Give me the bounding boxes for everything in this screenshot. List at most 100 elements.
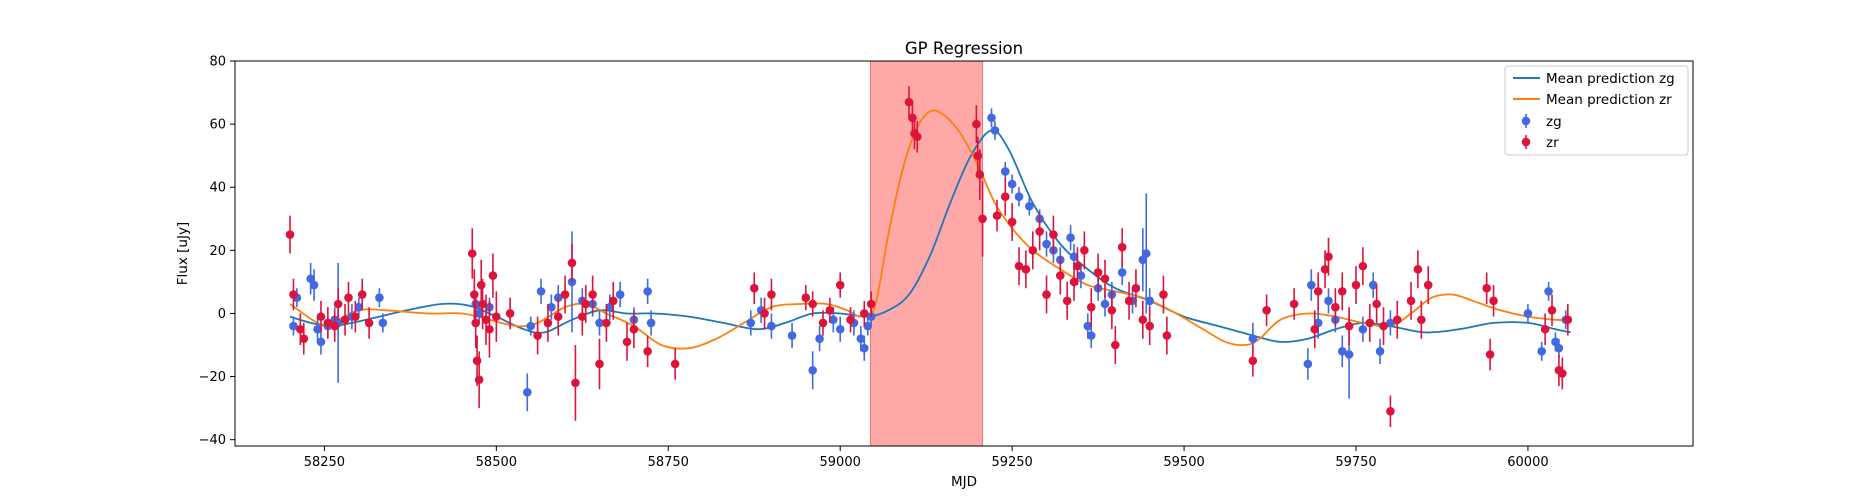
zg-marker bbox=[1069, 252, 1079, 261]
zg-marker bbox=[815, 334, 824, 344]
zg-marker bbox=[605, 302, 615, 312]
zg-marker bbox=[313, 324, 322, 334]
zr-marker bbox=[285, 230, 295, 239]
zr-data-point bbox=[488, 253, 498, 298]
zr-data-point bbox=[1248, 345, 1258, 377]
chart-title: GP Regression bbox=[905, 39, 1023, 58]
zr-data-point bbox=[1313, 272, 1323, 311]
zr-data-point bbox=[608, 281, 618, 320]
zg-marker bbox=[829, 315, 838, 325]
zr-data-point bbox=[846, 307, 855, 333]
zr-data-point bbox=[1086, 288, 1096, 327]
zg-marker bbox=[1083, 321, 1093, 331]
zg-data-point bbox=[522, 373, 532, 412]
zr-marker bbox=[643, 347, 652, 356]
zr-data-point bbox=[1365, 303, 1375, 342]
zr-data-point bbox=[1485, 338, 1495, 371]
zr-data-point bbox=[767, 278, 776, 311]
zr-marker bbox=[1014, 261, 1024, 271]
zr-marker bbox=[602, 318, 611, 328]
zg-data-point bbox=[1007, 174, 1017, 194]
zr-marker bbox=[866, 299, 876, 309]
zr-marker bbox=[472, 356, 482, 366]
zg-data-point bbox=[1368, 272, 1378, 298]
zg-marker bbox=[1375, 347, 1385, 356]
zg-data-point bbox=[1386, 310, 1395, 336]
zr-data-point bbox=[859, 300, 869, 327]
zg-marker bbox=[1014, 192, 1024, 201]
zr-marker bbox=[1111, 340, 1120, 350]
zr-data-point bbox=[340, 303, 350, 336]
zr-marker bbox=[1093, 268, 1103, 277]
zr-data-point bbox=[505, 297, 515, 330]
zr-marker bbox=[1485, 350, 1495, 359]
zr-marker bbox=[330, 321, 340, 331]
zr-marker bbox=[1372, 299, 1381, 309]
zr-marker bbox=[1540, 324, 1550, 334]
zr-marker bbox=[1131, 283, 1141, 293]
zr-data-point bbox=[1558, 357, 1567, 390]
zr-marker bbox=[560, 290, 570, 299]
zr-data-point bbox=[1563, 303, 1573, 336]
zr-data-point bbox=[474, 351, 484, 409]
zr-data-point bbox=[1547, 294, 1557, 327]
zr-marker bbox=[1379, 321, 1388, 331]
plot-frame bbox=[234, 60, 1694, 447]
zr-marker bbox=[1386, 406, 1395, 416]
zr-data-point bbox=[1489, 285, 1498, 317]
zr-marker bbox=[571, 378, 580, 388]
x-tick-label: 59500 bbox=[1163, 455, 1204, 470]
zg-marker bbox=[1554, 343, 1564, 353]
zr-data-point bbox=[571, 345, 580, 421]
zr-marker bbox=[1028, 246, 1038, 255]
zg-data-point bbox=[1358, 316, 1368, 342]
zg-marker bbox=[767, 321, 776, 331]
zg-marker bbox=[522, 388, 532, 397]
zr-marker bbox=[859, 309, 869, 318]
zr-data-point bbox=[1117, 228, 1127, 267]
zr-marker bbox=[1159, 290, 1168, 299]
zr-data-point bbox=[333, 288, 343, 320]
zr-data-point bbox=[1000, 177, 1010, 216]
zr-marker bbox=[973, 151, 983, 160]
zr-data-point bbox=[1035, 212, 1044, 251]
zg-data-point bbox=[643, 278, 652, 304]
zr-marker bbox=[1365, 318, 1375, 328]
zr-marker bbox=[1124, 296, 1134, 306]
zg-data-point bbox=[746, 310, 756, 336]
zg-marker bbox=[567, 277, 577, 287]
zg-data-point bbox=[1307, 269, 1316, 301]
zg-data-point bbox=[646, 310, 656, 336]
zg-marker bbox=[316, 337, 326, 347]
zr-data-point bbox=[470, 269, 479, 320]
zr-marker bbox=[1042, 290, 1051, 299]
zr-data-point bbox=[1482, 272, 1491, 304]
zg-marker bbox=[808, 365, 817, 375]
zr-marker bbox=[760, 309, 769, 318]
zg-marker bbox=[1248, 334, 1258, 344]
zr-marker bbox=[357, 290, 367, 299]
zg-marker bbox=[1076, 271, 1086, 280]
zr-marker bbox=[316, 312, 326, 321]
zr-marker bbox=[1406, 296, 1416, 306]
zg-data-point bbox=[859, 335, 869, 361]
zg-marker bbox=[1042, 239, 1051, 249]
zr-data-point bbox=[1413, 250, 1423, 289]
zr-data-point bbox=[808, 291, 817, 317]
zr-marker bbox=[1145, 321, 1154, 331]
x-tick-label: 59750 bbox=[1335, 455, 1376, 470]
zg-marker bbox=[378, 318, 388, 328]
zr-marker bbox=[344, 293, 353, 302]
y-tick-label: 20 bbox=[209, 244, 226, 259]
zg-data-point bbox=[595, 310, 604, 336]
zr-data-point bbox=[1162, 316, 1172, 355]
zg-marker bbox=[289, 321, 298, 331]
zr-marker bbox=[581, 299, 591, 309]
zg-data-point bbox=[1537, 341, 1546, 361]
zr-data-point bbox=[1055, 256, 1065, 295]
zg-marker bbox=[646, 318, 656, 328]
zr-data-point bbox=[1337, 272, 1347, 311]
legend-label-zr: zr bbox=[1546, 135, 1559, 151]
zg-data-point bbox=[1014, 187, 1024, 207]
